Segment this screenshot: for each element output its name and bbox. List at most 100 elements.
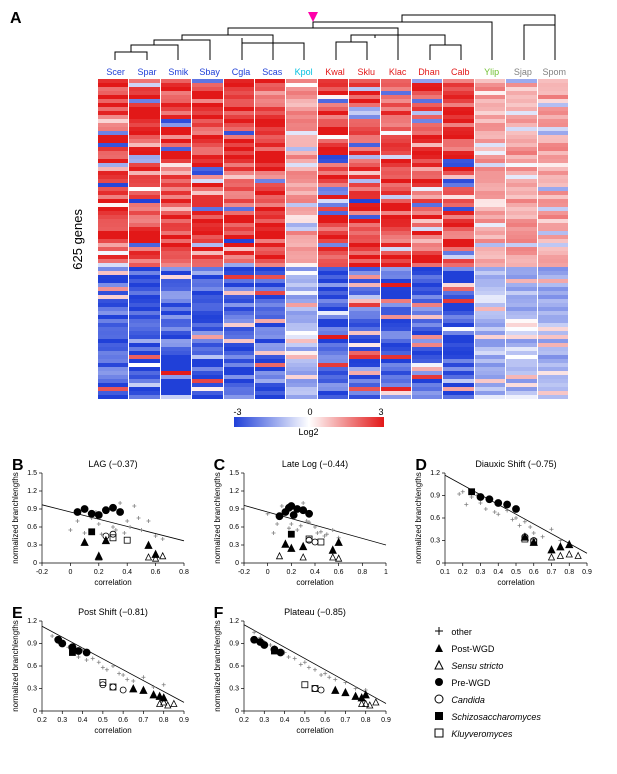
- svg-text:0.9: 0.9: [582, 569, 592, 576]
- legend-item: Schizosaccharomyces: [433, 710, 607, 724]
- legend-label: other: [451, 627, 472, 637]
- svg-text:0.2: 0.2: [458, 569, 468, 576]
- svg-text:1.2: 1.2: [229, 618, 239, 625]
- species-labels: ScerSparSmikSbayCglaScasKpolKwalSkluKlac…: [100, 65, 570, 79]
- svg-text:correlation: correlation: [296, 578, 333, 587]
- legend-label: Post-WGD: [451, 644, 494, 654]
- svg-text:correlation: correlation: [296, 726, 333, 735]
- species-label: Ylip: [476, 65, 507, 79]
- svg-text:1.5: 1.5: [27, 470, 37, 477]
- legend-label: Pre-WGD: [451, 678, 490, 688]
- heatmap-column: [286, 79, 316, 399]
- svg-text:0.6: 0.6: [229, 663, 239, 670]
- heatmap-column: [129, 79, 159, 399]
- svg-text:0.2: 0.2: [286, 569, 296, 576]
- species-label: Klac: [382, 65, 413, 79]
- colorbar-labels: -3 0 3: [234, 407, 384, 417]
- svg-text:correlation: correlation: [94, 578, 131, 587]
- heatmap-ylabel: 625 genes: [70, 209, 90, 270]
- scatter-panel: B-0.200.20.40.60.800.30.60.91.21.5LAG (−…: [10, 457, 204, 597]
- heatmap-wrapper: 625 genes: [10, 79, 607, 399]
- heatmap-column: [255, 79, 285, 399]
- svg-text:0.6: 0.6: [320, 717, 330, 724]
- svg-text:0.9: 0.9: [229, 641, 239, 648]
- svg-text:0.3: 0.3: [27, 686, 37, 693]
- panel-label: D: [415, 457, 427, 475]
- heatmap-column: [412, 79, 442, 399]
- legend-item: Kluyveromyces: [433, 727, 607, 741]
- figure-container: A ScerSparSmikSbayCglaScasKpolKwalSkluKl…: [10, 10, 607, 745]
- heatmap-column: [506, 79, 536, 399]
- svg-text:0.6: 0.6: [27, 663, 37, 670]
- svg-text:0.2: 0.2: [239, 717, 249, 724]
- colorbar-mid: 0: [307, 407, 312, 417]
- svg-text:0: 0: [33, 560, 37, 567]
- svg-text:0.2: 0.2: [94, 569, 104, 576]
- svg-text:0.1: 0.1: [440, 569, 450, 576]
- svg-text:Post Shift (−0.81): Post Shift (−0.81): [78, 607, 148, 617]
- svg-text:0.4: 0.4: [494, 569, 504, 576]
- svg-text:0.6: 0.6: [151, 569, 161, 576]
- legend-symbol: [433, 625, 445, 639]
- svg-text:0.4: 0.4: [78, 717, 88, 724]
- legend-symbol: [433, 659, 445, 673]
- colorbar: [234, 417, 384, 427]
- heatmap-column: [538, 79, 568, 399]
- heatmap-column: [381, 79, 411, 399]
- colorbar-min: -3: [234, 407, 242, 417]
- svg-text:normalized branchlengths: normalized branchlengths: [11, 472, 20, 564]
- legend-symbol: [433, 642, 445, 656]
- species-label: Scer: [100, 65, 131, 79]
- legend-item: Pre-WGD: [433, 676, 607, 690]
- species-label: Calb: [445, 65, 476, 79]
- svg-text:0.3: 0.3: [259, 717, 269, 724]
- svg-text:0.9: 0.9: [229, 506, 239, 513]
- dendrogram: [100, 10, 570, 60]
- legend-label: Schizosaccharomyces: [451, 712, 541, 722]
- colorbar-title: Log2: [298, 427, 318, 437]
- panel-label: E: [12, 605, 23, 623]
- species-label: Spar: [131, 65, 162, 79]
- species-label: Scas: [257, 65, 288, 79]
- svg-text:0.6: 0.6: [118, 717, 128, 724]
- svg-text:0.3: 0.3: [57, 717, 67, 724]
- svg-text:0.9: 0.9: [27, 506, 37, 513]
- heatmap-column: [475, 79, 505, 399]
- legend-item: Candida: [433, 693, 607, 707]
- svg-text:0.6: 0.6: [529, 569, 539, 576]
- svg-text:-0.2: -0.2: [36, 569, 48, 576]
- svg-text:normalized branchlengths: normalized branchlengths: [11, 620, 20, 712]
- svg-text:1.2: 1.2: [229, 488, 239, 495]
- heatmap-column: [443, 79, 473, 399]
- svg-text:0.3: 0.3: [229, 686, 239, 693]
- panel-label: C: [214, 457, 226, 475]
- legend-item: Sensu stricto: [433, 659, 607, 673]
- svg-text:0.6: 0.6: [431, 515, 441, 522]
- svg-text:1.2: 1.2: [27, 488, 37, 495]
- species-label: Spom: [539, 65, 570, 79]
- svg-text:0: 0: [265, 569, 269, 576]
- svg-text:0.7: 0.7: [139, 717, 149, 724]
- svg-text:0.9: 0.9: [27, 641, 37, 648]
- panel-label: F: [214, 605, 224, 623]
- svg-text:0.7: 0.7: [340, 717, 350, 724]
- heatmap: [98, 79, 568, 399]
- species-label: Sklu: [351, 65, 382, 79]
- svg-text:0.2: 0.2: [37, 717, 47, 724]
- svg-text:0.3: 0.3: [431, 538, 441, 545]
- svg-text:-0.2: -0.2: [238, 569, 250, 576]
- heatmap-column: [161, 79, 191, 399]
- heatmap-column: [98, 79, 128, 399]
- svg-text:LAG (−0.37): LAG (−0.37): [88, 459, 137, 469]
- svg-text:1.2: 1.2: [431, 470, 441, 477]
- colorbar-max: 3: [378, 407, 383, 417]
- svg-text:Diauxic Shift (−0.75): Diauxic Shift (−0.75): [476, 459, 557, 469]
- svg-text:0.6: 0.6: [229, 524, 239, 531]
- svg-text:0: 0: [436, 560, 440, 567]
- scatter-panel: E0.20.30.40.50.60.70.80.900.30.60.91.2Po…: [10, 605, 204, 745]
- svg-text:0.8: 0.8: [179, 569, 189, 576]
- svg-text:0.9: 0.9: [381, 717, 391, 724]
- svg-text:0.9: 0.9: [179, 717, 189, 724]
- svg-text:0.9: 0.9: [431, 493, 441, 500]
- scatter-grid: B-0.200.20.40.60.800.30.60.91.21.5LAG (−…: [10, 457, 607, 745]
